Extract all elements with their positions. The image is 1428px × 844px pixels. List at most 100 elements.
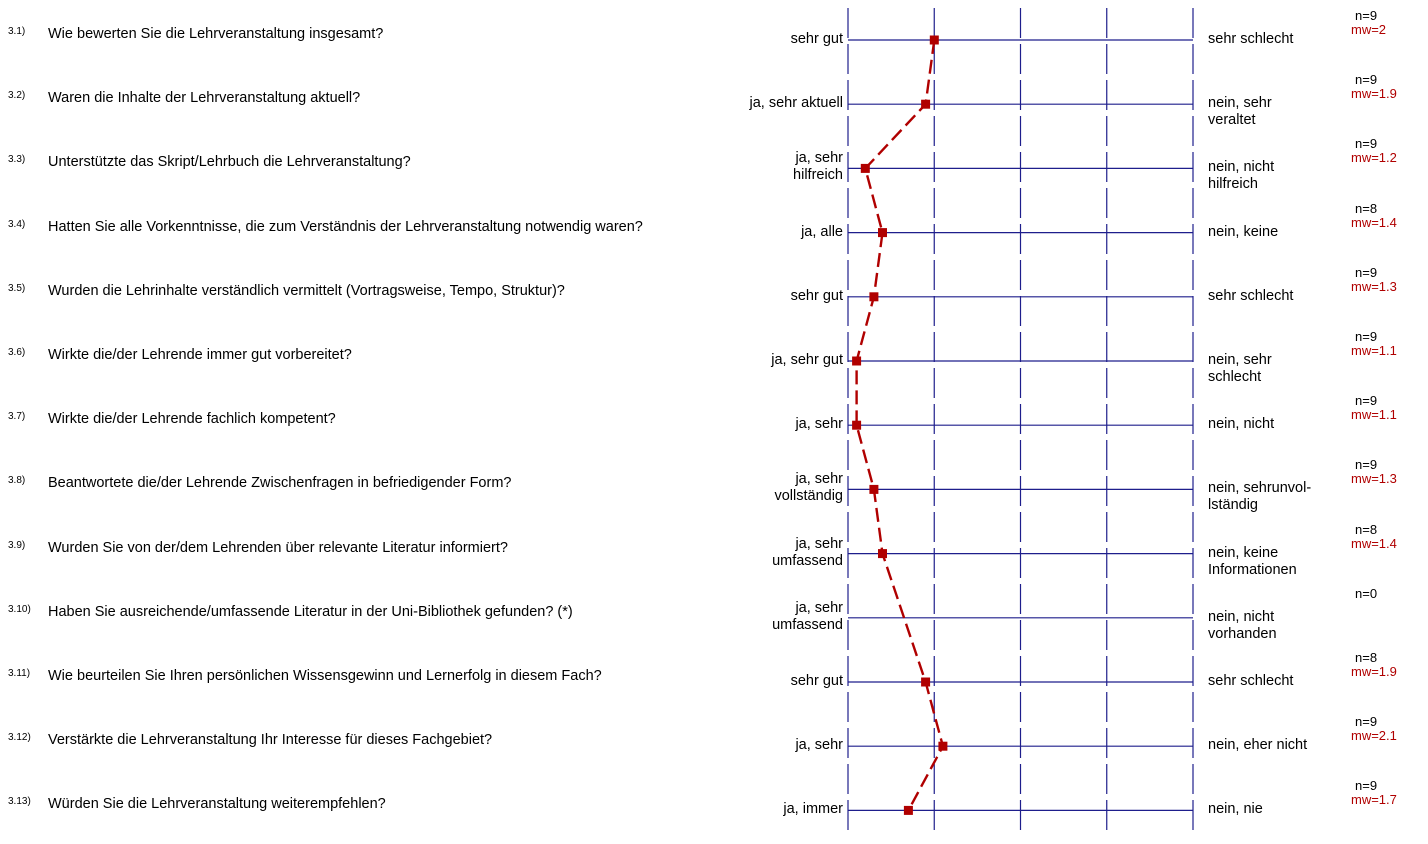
question-row: 3.11) Wie beurteilen Sie Ihren persönlich… <box>0 650 1428 716</box>
mean-marker <box>869 484 879 494</box>
mean-value: mw=1.3 <box>1351 278 1397 294</box>
question-text: Wirkte die/der Lehrende fachlich kompete… <box>48 411 336 428</box>
scale-label-left: ja, sehr gut <box>771 352 843 368</box>
question-text: Wie bewerten Sie die Lehrveranstaltung i… <box>48 26 384 42</box>
question-number: 3.6) <box>8 347 26 358</box>
sample-size: n=9 <box>1355 393 1378 409</box>
question-text: Hatten Sie alle Vorkenntnisse, die zum V… <box>48 218 643 235</box>
question-number: 3.1) <box>8 26 26 37</box>
question-text: Wie beurteilen Sie Ihren persönlichen Wi… <box>48 668 602 684</box>
scale-label-left: sehr gut <box>790 31 843 47</box>
sample-size: n=8 <box>1355 200 1378 216</box>
question-row: 3.6) Wirkte die/der Lehrende immer gut vo… <box>0 329 1428 395</box>
question-text: Würden Sie die Lehrveranstaltung weitere… <box>48 796 386 813</box>
scale-label-right: nein, nicht vorhanden <box>1208 608 1277 642</box>
question-row: 3.1) Wie bewerten Sie die Lehrveranstaltu… <box>0 8 1428 74</box>
sample-size: n=9 <box>1355 329 1378 344</box>
question-row: 3.10) Haben Sie ausreichende/umfassende L… <box>0 586 1428 652</box>
mean-marker <box>860 163 870 173</box>
scale-label-left: sehr gut <box>790 673 843 689</box>
scale-label-left: ja, sehr aktuell <box>749 95 844 112</box>
scale-label-right: nein, sehr veraltet <box>1208 95 1272 129</box>
question-row: 3.13) Würden Sie die Lehrveranstaltung we… <box>0 778 1428 844</box>
profile-line <box>855 39 945 811</box>
mean-marker <box>921 99 931 109</box>
scale-label-right: nein, keine <box>1208 223 1279 240</box>
sample-size: n=9 <box>1355 457 1378 473</box>
scale-label-right: nein, sehr schlecht <box>1208 352 1272 385</box>
scale-label-right: sehr schlecht <box>1208 673 1294 689</box>
question-row: 3.5) Wurden die Lehrinhalte verständlich … <box>0 264 1428 331</box>
question-row: 3.8) Beantwortete die/der Lehrende Zwisch… <box>0 457 1428 523</box>
sample-size: n=8 <box>1355 521 1378 537</box>
mean-value: mw=1.9 <box>1351 664 1397 679</box>
mean-marker <box>878 228 887 238</box>
question-row: 3.3) Unterstützte das Skript/Lehrbuch die… <box>0 136 1428 202</box>
question-number: 3.9) <box>8 539 26 551</box>
mean-value: mw=1.1 <box>1351 343 1397 358</box>
question-row: 3.2) Waren die Inhalte der Lehrveranstalt… <box>0 72 1428 138</box>
mean-marker <box>869 292 879 302</box>
question-row: 3.4) Hatten Sie alle Vorkenntnisse, die z… <box>0 200 1428 267</box>
mean-value: mw=1.7 <box>1351 792 1397 808</box>
question-text: Unterstützte das Skript/Lehrbuch die Leh… <box>48 154 411 171</box>
mean-value: mw=1.2 <box>1351 150 1397 166</box>
question-number: 3.4) <box>8 218 26 230</box>
sample-size: n=9 <box>1355 72 1378 88</box>
question-text: Waren die Inhalte der Lehrveranstaltung … <box>48 90 361 107</box>
scale-label-left: sehr gut <box>790 287 843 304</box>
question-row: 3.7) Wirkte die/der Lehrende fachlich kom… <box>0 393 1428 459</box>
mean-value: mw=2 <box>1351 22 1387 37</box>
sample-size: n=8 <box>1355 650 1378 665</box>
mean-value: mw=2.1 <box>1351 728 1397 744</box>
question-text: Wurden die Lehrinhalte verständlich verm… <box>48 282 565 299</box>
scale-label-left: ja, sehr vollständig <box>774 471 843 505</box>
scale-label-left: ja, alle <box>801 223 843 240</box>
mean-value: mw=1.9 <box>1351 86 1397 102</box>
scale-label-right: nein, eher nicht <box>1208 737 1308 754</box>
question-number: 3.11) <box>8 668 31 679</box>
scale-label-right: nein, keine Informationen <box>1208 544 1297 578</box>
question-text: Wirkte die/der Lehrende immer gut vorber… <box>48 347 352 363</box>
scale-label-left: ja, sehr umfassend <box>772 535 843 569</box>
question-row: 3.12) Verstärkte die Lehrveranstaltung Ih… <box>0 714 1428 780</box>
scale-label-right: nein, nicht <box>1208 416 1275 433</box>
question-row: 3.9) Wurden Sie von der/dem Lehrenden übe… <box>0 521 1428 588</box>
mean-value: mw=1.3 <box>1351 471 1397 487</box>
scale-label-left: ja, immer <box>783 801 843 818</box>
sample-size: n=9 <box>1355 714 1378 730</box>
scale-label-right: sehr schlecht <box>1208 287 1294 304</box>
sample-size: n=9 <box>1355 136 1378 152</box>
scale-label-right: nein, nicht hilfreich <box>1208 159 1275 193</box>
question-text: Verstärkte die Lehrveranstaltung Ihr Int… <box>48 732 493 749</box>
sample-size: n=9 <box>1355 8 1378 23</box>
scale-label-left: ja, sehr umfassend <box>772 599 843 633</box>
scale-label-right: sehr schlecht <box>1208 31 1294 47</box>
mean-value: mw=1.1 <box>1351 407 1397 423</box>
scale-label-left: ja, sehr <box>795 737 843 754</box>
mean-value: mw=1.4 <box>1351 535 1397 551</box>
mean-marker <box>852 356 862 366</box>
mean-marker <box>903 805 913 815</box>
mean-marker <box>938 741 948 751</box>
question-text: Wurden Sie von der/dem Lehrenden über re… <box>48 539 508 556</box>
question-number: 3.2) <box>8 90 26 102</box>
scale-label-left: ja, sehr hilfreich <box>793 150 843 184</box>
question-number: 3.7) <box>8 411 26 423</box>
question-number: 3.8) <box>8 475 26 487</box>
question-number: 3.10) <box>8 603 31 615</box>
scale-label-right: nein, sehrunvol- lständig <box>1208 480 1312 514</box>
mean-marker <box>929 35 939 45</box>
question-text: Beantwortete die/der Lehrende Zwischenfr… <box>48 475 512 492</box>
scale-label-left: ja, sehr <box>795 416 843 433</box>
question-number: 3.12) <box>8 732 31 744</box>
question-number: 3.5) <box>8 282 26 294</box>
question-number: 3.13) <box>8 796 31 808</box>
question-text: Haben Sie ausreichende/umfassende Litera… <box>48 603 573 620</box>
sample-size: n=9 <box>1355 264 1378 280</box>
mean-marker <box>921 677 931 687</box>
sample-size: n=9 <box>1355 778 1378 794</box>
question-number: 3.3) <box>8 154 26 166</box>
